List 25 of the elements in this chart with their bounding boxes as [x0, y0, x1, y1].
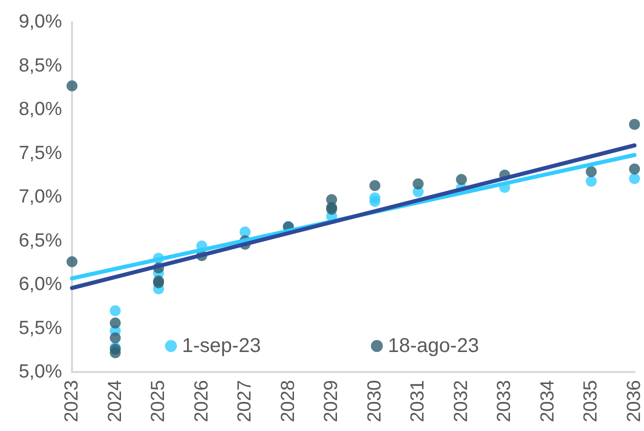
- legend-label: 1-sep-23: [182, 335, 261, 357]
- y-tick-label: 9,0%: [18, 12, 62, 32]
- x-tick-label: 2028: [278, 380, 299, 422]
- x-tick-label: 2034: [537, 380, 558, 422]
- y-tick-label: 8,5%: [18, 55, 62, 76]
- y-tick-label: 5,0%: [18, 362, 62, 382]
- x-tick-label: 2030: [364, 380, 386, 422]
- x-tick-label: 2035: [580, 380, 602, 422]
- y-tick-label: 8,0%: [18, 99, 62, 120]
- x-tick-label: 2027: [234, 380, 256, 422]
- x-tick-label: 2025: [148, 380, 170, 422]
- x-tick-label: 2029: [321, 380, 342, 422]
- legend-label: 18-ago-23: [388, 335, 480, 357]
- x-tick-label: 2026: [191, 380, 212, 422]
- x-tick-label: 2023: [62, 380, 82, 422]
- y-tick-label: 6,0%: [18, 274, 62, 295]
- x-tick-label: 2033: [494, 380, 516, 422]
- x-tick-label: 2024: [104, 380, 126, 422]
- y-tick-label: 6,5%: [18, 230, 62, 252]
- y-tick-label: 7,5%: [18, 142, 62, 164]
- y-tick-label: 7,0%: [18, 186, 62, 208]
- y-tick-label: 5,5%: [18, 318, 62, 339]
- x-tick-label: 2031: [408, 380, 429, 422]
- x-tick-label: 2032: [450, 380, 472, 422]
- x-tick-label: 2036: [624, 380, 644, 422]
